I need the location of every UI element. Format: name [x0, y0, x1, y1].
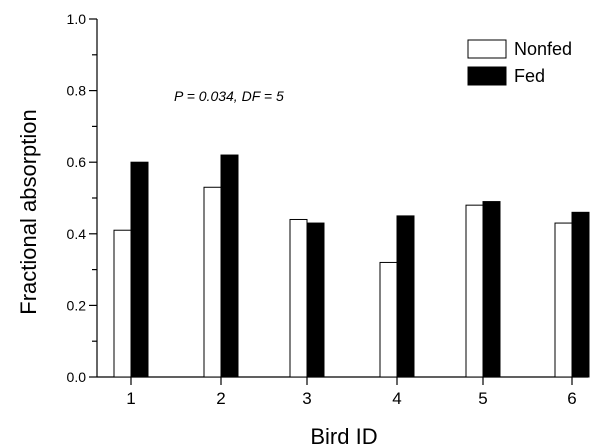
bar-fed-5 [482, 201, 501, 378]
x-axis-title: Bird ID [310, 424, 377, 448]
x-tick-label: 6 [567, 389, 576, 408]
x-tick-label: 4 [392, 389, 401, 408]
bar-fed-4 [396, 215, 415, 378]
bar-fed-1 [130, 161, 149, 378]
bar-fed-3 [306, 222, 325, 378]
bar-nonfed-3 [289, 218, 308, 378]
y-tick-label: 0.2 [67, 297, 87, 313]
bar-fed-6 [571, 211, 590, 378]
legend-swatch-fed [467, 66, 507, 86]
y-tick-label: 0.4 [67, 226, 87, 242]
legend-label-nonfed: Nonfed [514, 39, 572, 59]
legend: Nonfed Fed [467, 39, 572, 86]
legend-label-fed: Fed [514, 66, 545, 86]
y-tick-label: 1.0 [67, 11, 87, 27]
y-axis-title: Fractional absorption [16, 109, 41, 314]
bar-nonfed-1 [113, 229, 132, 378]
bar-nonfed-5 [465, 204, 484, 378]
p-value-annotation: P = 0.034, DF = 5 [174, 88, 284, 104]
bar-nonfed-2 [203, 186, 222, 378]
y-tick-label: 0.6 [67, 154, 87, 170]
y-tick-label: 0.0 [67, 369, 87, 385]
y-tick-label: 0.8 [67, 83, 87, 99]
x-tick-label: 1 [126, 389, 135, 408]
x-tick-label: 3 [302, 389, 311, 408]
x-tick-label: 5 [478, 389, 487, 408]
bars [113, 154, 590, 378]
axes: 0.0 0.2 0.4 0.6 0.8 1.0 1 2 3 4 5 6 [67, 11, 588, 408]
legend-swatch-nonfed [467, 39, 507, 59]
x-tick-label: 2 [216, 389, 225, 408]
bar-nonfed-6 [554, 222, 573, 378]
bar-fed-2 [220, 154, 239, 378]
bar-nonfed-4 [379, 261, 398, 378]
